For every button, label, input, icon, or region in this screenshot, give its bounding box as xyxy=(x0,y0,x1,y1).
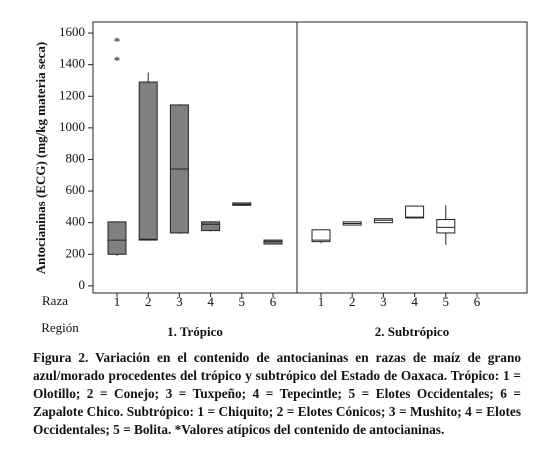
box xyxy=(107,221,127,255)
box xyxy=(311,229,331,243)
y-tick-label: 200 xyxy=(66,245,86,260)
x-tick-label: 2 xyxy=(145,294,152,309)
y-tick-label: 600 xyxy=(66,182,86,197)
panel-label: 1. Trópico xyxy=(167,324,223,339)
x-axis-label: Raza xyxy=(42,293,68,308)
plot-frame xyxy=(92,21,528,294)
y-axis-label: Antocianinas (ECG) (mg/kg materia seca) xyxy=(33,42,48,275)
x-tick-label: 1 xyxy=(318,294,325,309)
y-tick-label: 1400 xyxy=(59,56,85,71)
x-tick-label: 5 xyxy=(443,294,450,309)
box xyxy=(201,221,221,232)
outlier: * xyxy=(114,53,121,68)
y-tick-label: 1600 xyxy=(59,24,85,39)
x-tick-label: 3 xyxy=(380,294,387,309)
y-tick-label: 1000 xyxy=(59,119,85,134)
y-tick-label: 1200 xyxy=(59,87,85,102)
chart: Antocianinas (ECG) (mg/kg materia seca) … xyxy=(33,21,528,339)
outlier: * xyxy=(114,34,121,49)
panel-label: 2. Subtrópico xyxy=(375,324,449,339)
box xyxy=(138,81,158,241)
x-tick-label: 4 xyxy=(411,294,418,309)
box xyxy=(405,205,425,219)
y-tick-label: 0 xyxy=(79,277,86,292)
box xyxy=(436,219,456,234)
x-tick-label: 4 xyxy=(207,294,214,309)
x-tick-label: 5 xyxy=(239,294,246,309)
x-tick-label: 6 xyxy=(270,294,277,309)
x-tick-label: 6 xyxy=(474,294,481,309)
caption: Figura 2. Variación en el contenido de a… xyxy=(33,350,521,437)
x-tick-label: 3 xyxy=(176,294,183,309)
y-tick-label: 800 xyxy=(66,150,86,165)
x-tick-label: 2 xyxy=(349,294,356,309)
group-label: Región xyxy=(41,320,79,335)
y-tick-label: 400 xyxy=(66,214,86,229)
x-tick-label: 1 xyxy=(114,294,121,309)
